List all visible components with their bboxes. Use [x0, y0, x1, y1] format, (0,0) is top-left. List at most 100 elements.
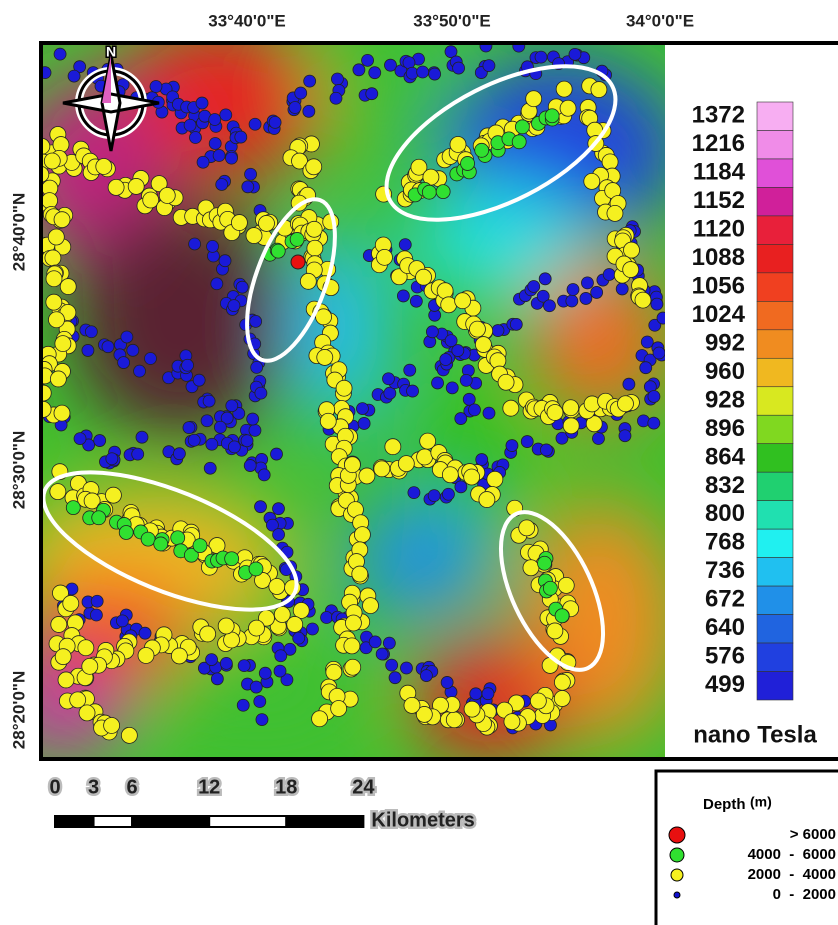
survey-point	[558, 577, 574, 593]
survey-point	[189, 238, 201, 250]
survey-point	[503, 400, 519, 416]
survey-point	[206, 438, 218, 450]
survey-point	[102, 341, 114, 353]
survey-point	[651, 298, 663, 310]
survey-point	[300, 273, 316, 289]
colorbar-label: 736	[705, 557, 745, 584]
survey-point	[220, 109, 232, 121]
survey-point	[274, 665, 286, 677]
survey-point	[410, 295, 422, 307]
survey-point	[54, 212, 70, 228]
survey-point	[623, 262, 639, 278]
survey-point	[519, 520, 535, 536]
map-figure: N 13721216118411521120108810561024992960…	[0, 0, 838, 925]
survey-point	[271, 448, 283, 460]
survey-point	[249, 424, 261, 436]
survey-point	[468, 404, 480, 416]
survey-point	[35, 401, 51, 417]
survey-point	[248, 620, 264, 636]
survey-point	[554, 674, 570, 690]
survey-point	[269, 116, 281, 128]
survey-point	[455, 413, 467, 425]
scale-tick-label: 0	[49, 776, 60, 798]
survey-point	[193, 539, 207, 553]
north-label: N	[106, 44, 116, 60]
survey-point	[121, 331, 133, 343]
survey-point	[403, 57, 415, 69]
survey-point	[344, 457, 360, 473]
survey-point	[60, 279, 76, 295]
survey-point	[637, 415, 649, 427]
survey-point	[420, 670, 432, 682]
survey-point	[504, 714, 520, 730]
survey-point	[326, 664, 342, 680]
survey-point	[317, 349, 333, 365]
survey-point	[66, 501, 80, 515]
survey-point	[108, 179, 124, 195]
survey-point	[584, 173, 600, 189]
survey-point	[404, 697, 420, 713]
survey-point	[154, 537, 168, 551]
survey-point	[55, 649, 71, 665]
survey-point	[344, 638, 360, 654]
survey-point	[269, 579, 285, 595]
survey-point	[275, 650, 287, 662]
survey-point	[469, 321, 485, 337]
survey-point	[653, 347, 665, 359]
survey-point	[482, 688, 494, 700]
survey-point	[138, 647, 154, 663]
survey-point	[648, 417, 660, 429]
survey-point	[68, 70, 80, 82]
survey-point	[91, 595, 103, 607]
survey-point	[171, 648, 187, 664]
colorbar-swatch	[757, 672, 793, 700]
survey-point	[293, 602, 309, 618]
survey-point	[376, 249, 392, 265]
survey-point	[92, 511, 106, 525]
colorbar-label: 768	[705, 529, 745, 556]
survey-point	[193, 374, 205, 386]
survey-point	[354, 527, 370, 543]
survey-point	[475, 337, 491, 353]
scale-tick-label: 6	[127, 776, 138, 798]
legend-label: > 6000	[790, 826, 836, 843]
survey-point	[398, 456, 414, 472]
survey-point	[213, 150, 225, 162]
colorbar-swatch	[757, 358, 793, 386]
survey-point	[55, 336, 71, 352]
survey-point	[475, 143, 489, 157]
survey-point	[461, 156, 475, 170]
survey-point	[345, 615, 361, 631]
colorbar-label: 640	[705, 614, 745, 641]
colorbar-label: 672	[705, 586, 745, 613]
survey-point	[492, 325, 504, 337]
survey-point	[441, 676, 453, 688]
survey-point	[353, 64, 365, 76]
colorbar-label: 896	[705, 415, 745, 442]
survey-point	[362, 54, 374, 66]
survey-point	[581, 277, 593, 289]
survey-point	[46, 271, 62, 287]
scale-segment	[209, 816, 286, 827]
survey-point	[417, 66, 429, 78]
colorbar-swatch	[757, 130, 793, 158]
survey-point	[624, 242, 640, 258]
survey-point	[271, 244, 285, 258]
survey-point	[463, 393, 475, 405]
survey-point	[206, 654, 218, 666]
survey-point	[345, 659, 361, 675]
colorbar-swatch	[757, 273, 793, 301]
survey-point	[399, 239, 411, 251]
survey-point	[397, 290, 409, 302]
survey-point	[159, 187, 175, 203]
survey-point	[526, 91, 542, 107]
survey-point	[555, 609, 569, 623]
survey-point	[242, 181, 254, 193]
longitude-label: 33°40'0"E	[208, 11, 286, 30]
survey-point	[487, 471, 503, 487]
colorbar-swatch	[757, 159, 793, 187]
colorbar-label: 960	[705, 358, 745, 385]
scale-tick-label: 18	[275, 776, 297, 798]
survey-point	[352, 566, 368, 582]
survey-point	[331, 700, 347, 716]
